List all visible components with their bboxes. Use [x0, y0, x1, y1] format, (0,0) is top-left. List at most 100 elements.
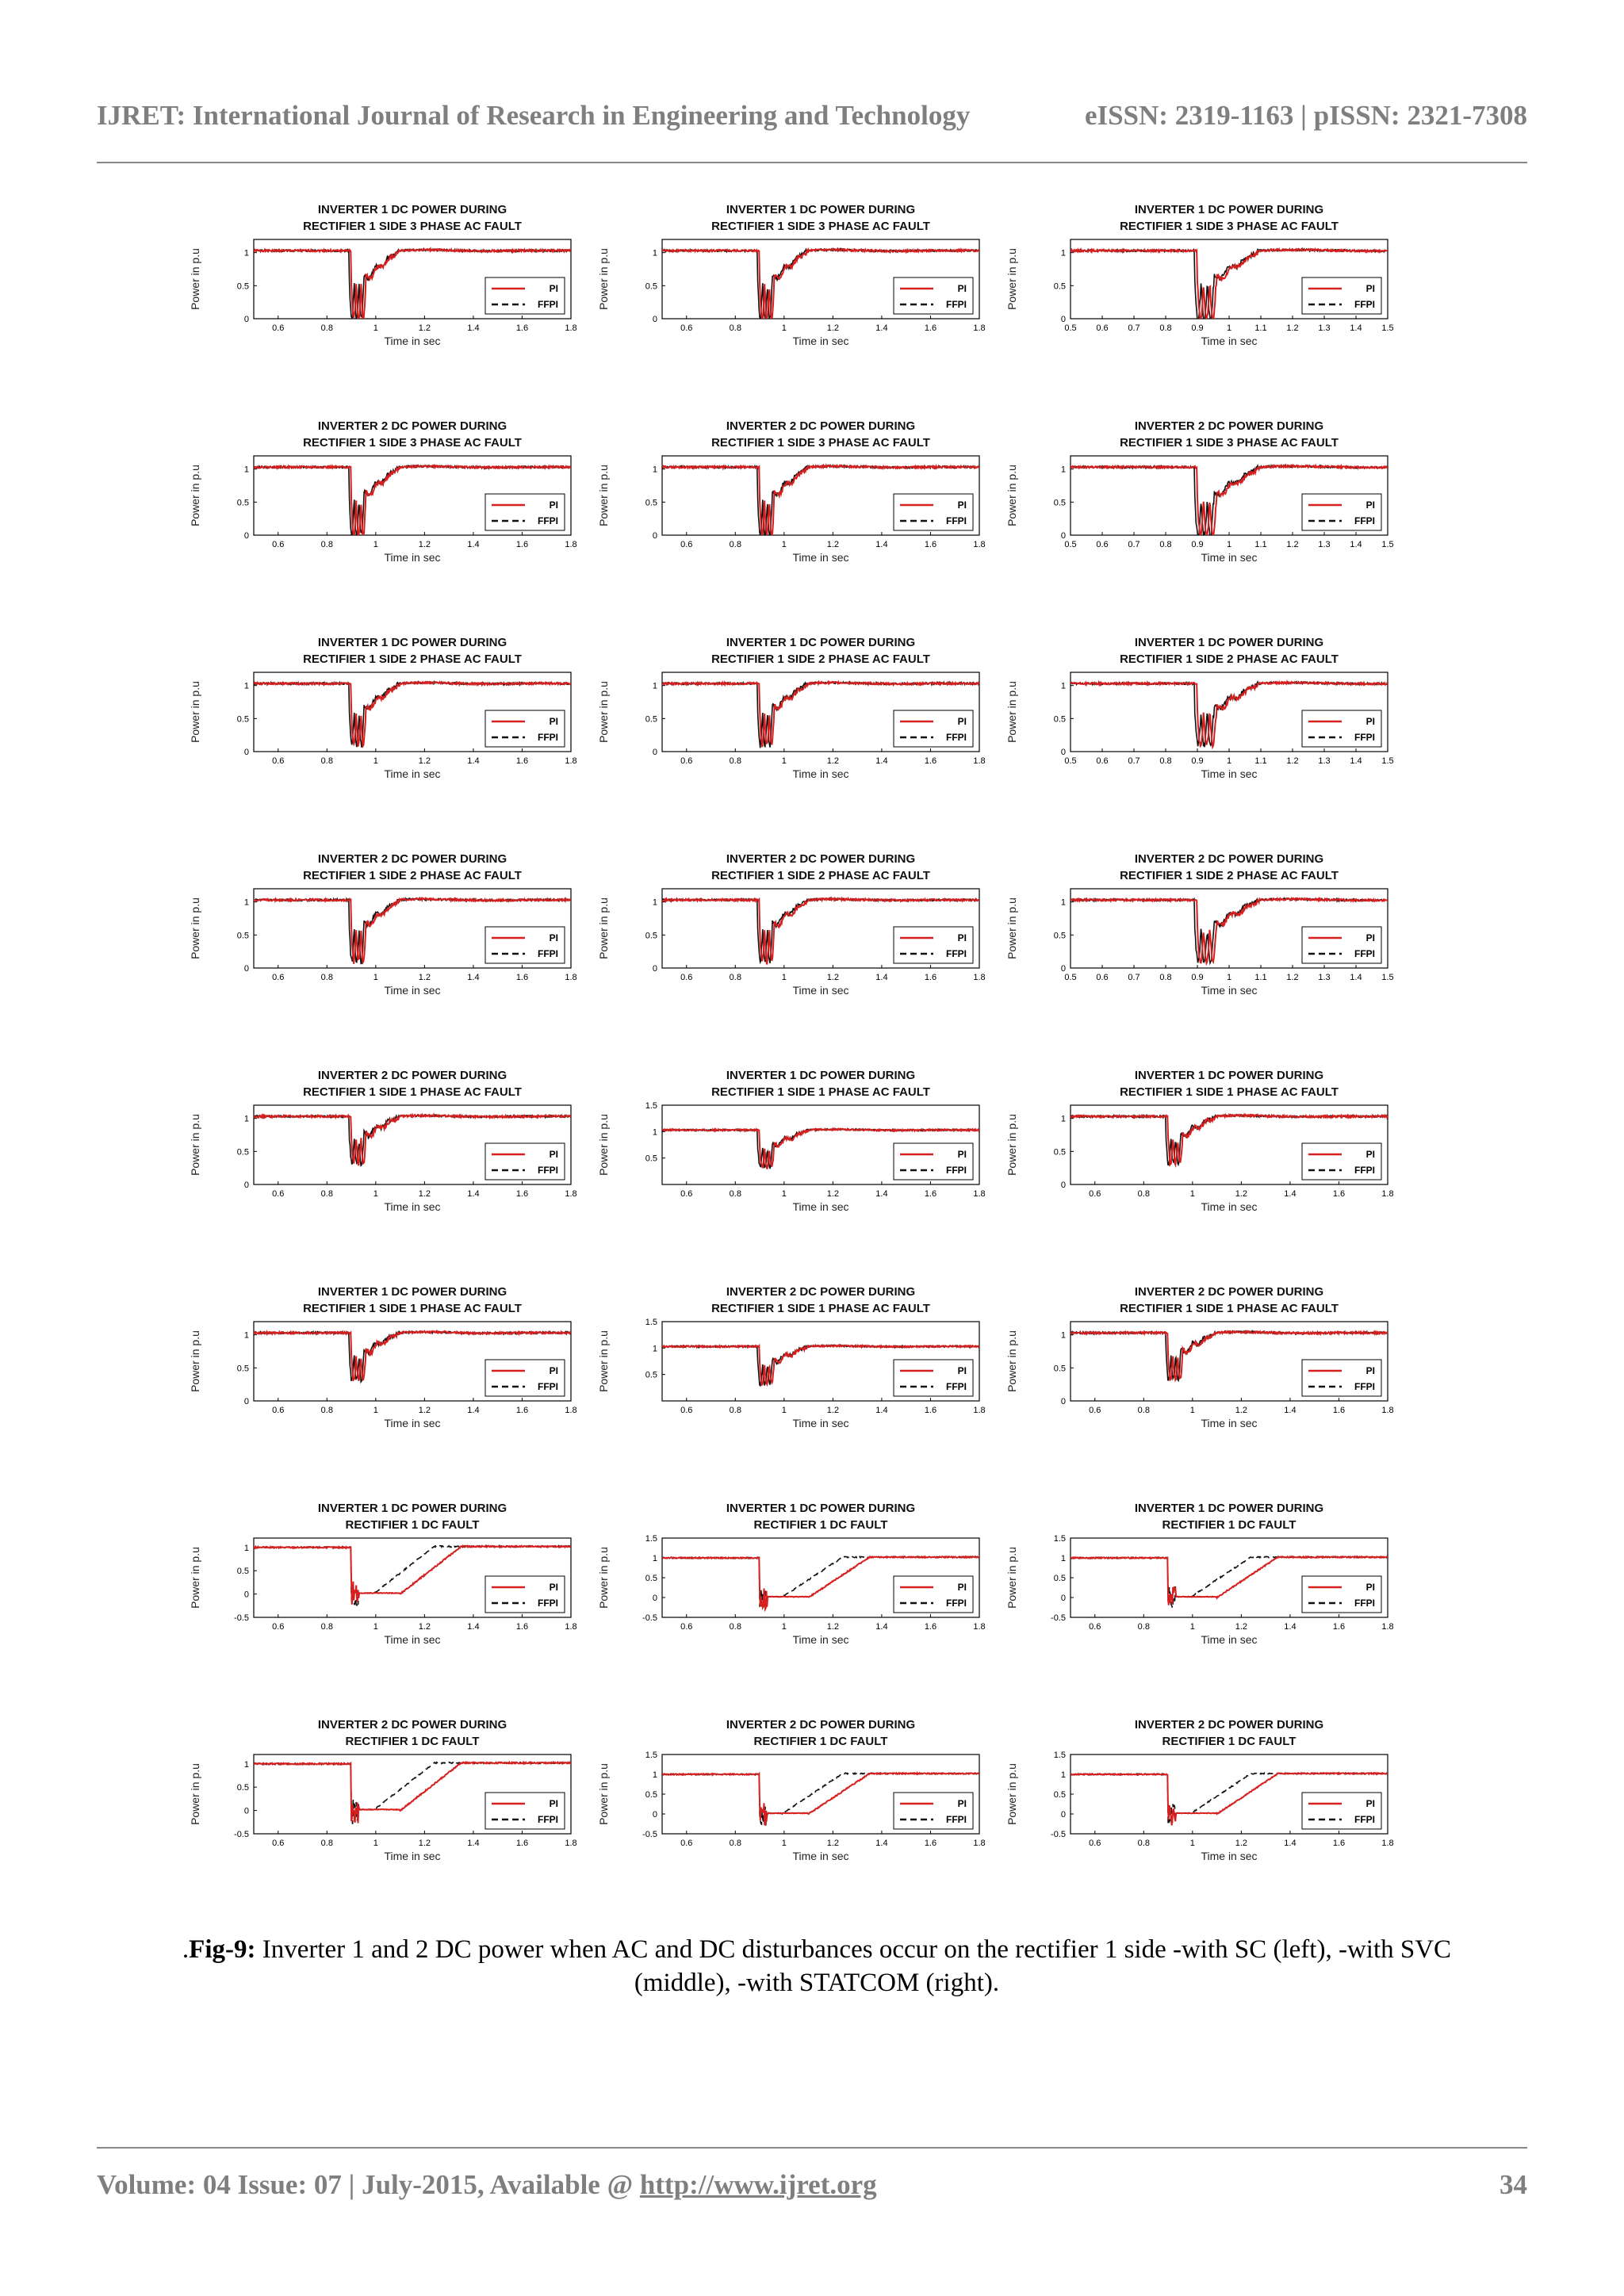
- y-tick-label: 1.5: [1054, 1751, 1066, 1760]
- x-axis-label: Time in sec: [1201, 335, 1258, 347]
- x-tick-label: 0.8: [730, 1189, 741, 1199]
- chart-title: INVERTER 2 DC POWER DURING RECTIFIER 1 S…: [711, 1285, 930, 1315]
- x-tick-label: 1.2: [827, 323, 839, 333]
- y-tick-label: 1: [1061, 1554, 1066, 1563]
- x-tick-label: 0.8: [321, 540, 333, 549]
- chart-title: INVERTER 2 DC POWER DURING RECTIFIER 1 S…: [1120, 419, 1339, 450]
- x-axis-label: Time in sec: [384, 1417, 441, 1429]
- chart-title: INVERTER 2 DC POWER DURING RECTIFIER 1 S…: [1120, 1285, 1339, 1315]
- x-tick-label: 0.7: [1128, 756, 1139, 766]
- chart-panel: INVERTER 1 DC POWER DURING RECTIFIER 1 D…: [1005, 1489, 1404, 1703]
- y-tick-label: 0.5: [1054, 1790, 1066, 1800]
- x-tick-label: 1.4: [875, 323, 887, 333]
- x-tick-label: 0.8: [1159, 756, 1171, 766]
- x-axis-label: Time in sec: [384, 551, 441, 564]
- y-tick-label: 0.5: [645, 714, 657, 724]
- chart-svg: 0.6 0.8 1 1.2 1.4 1.6 1.8 -0.5 0 0.5 1 PI FFPI: [234, 1537, 577, 1632]
- y-tick-label: 1: [244, 1760, 249, 1770]
- x-tick-label: 1.8: [973, 756, 985, 766]
- x-tick-label: 1: [782, 756, 787, 766]
- legend-label: FFPI: [946, 1814, 967, 1825]
- x-tick-label: 0.8: [1138, 1189, 1150, 1199]
- x-tick-label: 1.4: [1350, 756, 1362, 766]
- x-tick-label: 1.2: [827, 1622, 839, 1632]
- y-tick-label: 0.5: [237, 714, 249, 724]
- legend-label: PI: [550, 1582, 558, 1593]
- y-tick-label: 0.5: [645, 1574, 657, 1583]
- y-tick-label: 0: [1061, 531, 1066, 541]
- x-tick-label: 1.4: [1284, 1189, 1296, 1199]
- legend-box: [485, 710, 565, 748]
- chart-title: INVERTER 2 DC POWER DURING RECTIFIER 1 S…: [303, 852, 522, 882]
- journal-link[interactable]: http://www.ijret.org: [639, 2169, 877, 2200]
- y-tick-label: 0.5: [1054, 931, 1066, 940]
- series-pi-line: [254, 1329, 571, 1382]
- chart-title: INVERTER 2 DC POWER DURING RECTIFIER 1 D…: [1134, 1718, 1324, 1748]
- chart-svg: 0.6 0.8 1 1.2 1.4 1.6 1.8 0 0.5 1 PI FFPI: [645, 888, 986, 982]
- chart-title: INVERTER 1 DC POWER DURING RECTIFIER 1 D…: [1134, 1502, 1324, 1532]
- chart-title: INVERTER 2 DC POWER DURING RECTIFIER 1 S…: [711, 419, 930, 450]
- legend-label: PI: [958, 716, 967, 727]
- y-tick-label: 1: [653, 465, 657, 475]
- legend-box: [893, 1142, 974, 1181]
- chart-svg: 0.6 0.8 1 1.2 1.4 1.6 1.8 0.5 1 1.5 PI FFPI: [645, 1318, 986, 1415]
- chart-svg: 0.6 0.8 1 1.2 1.4 1.6 1.8 0 0.5 1 PI FFPI: [645, 672, 986, 766]
- legend-label: PI: [958, 1365, 967, 1376]
- series-pi-line: [254, 1544, 571, 1605]
- x-tick-label: 0.8: [321, 973, 333, 982]
- x-tick-label: 0.8: [321, 1406, 333, 1415]
- x-tick-label: 0.6: [272, 540, 284, 549]
- x-axis-label: Time in sec: [1201, 1417, 1258, 1429]
- legend-box: [1301, 493, 1382, 531]
- series-pi-line: [1071, 1330, 1388, 1383]
- legend-label: FFPI: [1354, 1598, 1375, 1609]
- x-tick-label: 0.9: [1191, 540, 1203, 549]
- y-tick-label: 1: [1061, 249, 1066, 258]
- footer-volume: Volume: 04 Issue: 07 | July-2015, Availa…: [97, 2169, 877, 2201]
- chart-svg: 0.6 0.8 1 1.2 1.4 1.6 1.8 0 0.5 1 PI FFPI: [237, 1104, 577, 1199]
- x-tick-label: 1.3: [1318, 756, 1330, 766]
- x-tick-label: 0.9: [1191, 323, 1203, 333]
- legend-label: FFPI: [1354, 1165, 1375, 1176]
- y-tick-label: 1: [244, 465, 249, 475]
- x-tick-label: 1: [782, 1839, 787, 1848]
- y-tick-label: -0.5: [1051, 1830, 1066, 1839]
- x-axis-label: Time in sec: [792, 551, 849, 564]
- chart-title: INVERTER 2 DC POWER DURING RECTIFIER 1 S…: [711, 852, 930, 882]
- x-axis-label: Time in sec: [1201, 767, 1258, 780]
- x-tick-label: 0.8: [321, 1189, 333, 1199]
- y-tick-label: 0: [1061, 1594, 1066, 1603]
- chart-title: INVERTER 1 DC POWER DURING RECTIFIER 1 S…: [303, 636, 522, 666]
- y-tick-label: 1: [1061, 465, 1066, 475]
- chart-title: INVERTER 2 DC POWER DURING RECTIFIER 1 S…: [1120, 852, 1339, 882]
- x-tick-label: 1.6: [516, 323, 528, 333]
- x-tick-label: 0.6: [680, 1189, 692, 1199]
- chart-title: INVERTER 2 DC POWER DURING RECTIFIER 1 D…: [317, 1718, 508, 1748]
- y-tick-label: 0: [244, 315, 249, 324]
- y-tick-label: 0.5: [237, 1147, 249, 1157]
- x-tick-label: 1.4: [875, 756, 887, 766]
- x-tick-label: 1.8: [565, 1622, 576, 1632]
- legend-label: PI: [1366, 1582, 1375, 1593]
- x-tick-label: 1.8: [565, 973, 576, 982]
- x-tick-label: 1: [782, 323, 787, 333]
- chart-svg: 0.6 0.8 1 1.2 1.4 1.6 1.8 -0.5 0 0.5 1 1.5 PI FFPI: [1051, 1751, 1394, 1848]
- x-axis-label: Time in sec: [384, 1633, 441, 1646]
- x-axis-label: Time in sec: [792, 1417, 849, 1429]
- x-tick-label: 1.6: [516, 1622, 528, 1632]
- chart-panel: INVERTER 2 DC POWER DURING RECTIFIER 1 S…: [1005, 407, 1404, 621]
- legend-label: PI: [1366, 499, 1375, 511]
- x-tick-label: 1.2: [827, 973, 839, 982]
- x-tick-label: 1.4: [875, 973, 887, 982]
- chart-svg: 0.5 0.6 0.7 0.8 0.9 1 1.1 1.2 1.3 1.4 1.500.51PIFF…: [1054, 672, 1394, 766]
- x-tick-label: 1.2: [419, 973, 431, 982]
- x-tick-label: 1.4: [467, 1189, 479, 1199]
- x-tick-label: 1.8: [1381, 1406, 1393, 1415]
- y-tick-label: 0.5: [1054, 1147, 1066, 1157]
- x-tick-label: 0.6: [680, 1839, 692, 1848]
- x-tick-label: 0.8: [1159, 323, 1171, 333]
- x-tick-label: 1.2: [419, 1406, 431, 1415]
- x-tick-label: 1.2: [1235, 1839, 1247, 1848]
- x-tick-label: 1.6: [516, 1839, 528, 1848]
- legend-label: FFPI: [946, 732, 967, 743]
